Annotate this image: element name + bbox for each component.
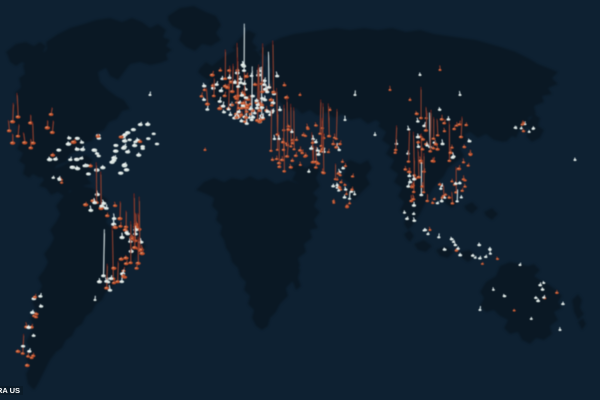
svg-text:RA US: RA US: [0, 386, 20, 395]
